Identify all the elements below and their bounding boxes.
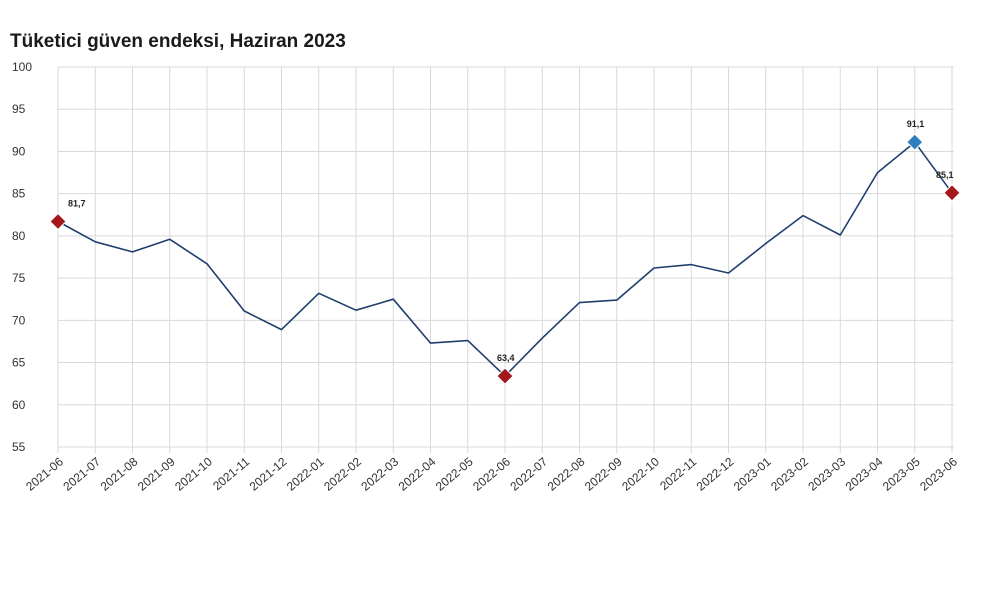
x-tick-label: 2023-06 — [917, 454, 960, 493]
diamond-marker — [496, 367, 514, 385]
diamond-marker — [49, 212, 67, 231]
x-tick-label: 2022-12 — [694, 454, 737, 493]
y-tick-label: 65 — [12, 356, 26, 370]
y-axis-ticks: 100 95 90 85 80 75 70 65 60 55 — [12, 60, 32, 454]
x-tick-label: 2023-02 — [768, 454, 811, 493]
x-tick-label: 2021-08 — [98, 454, 141, 493]
x-tick-label: 2022-02 — [321, 454, 364, 493]
x-tick-label: 2023-04 — [843, 454, 886, 493]
x-tick-label: 2021-10 — [172, 454, 215, 493]
x-tick-label: 2022-09 — [582, 454, 625, 493]
diamond-marker — [943, 184, 961, 202]
x-tick-label: 2022-03 — [358, 454, 401, 493]
y-tick-label: 60 — [12, 398, 26, 412]
y-tick-label: 90 — [12, 144, 26, 158]
data-labels: 81,7 63,4 91,1 85,1 — [68, 119, 954, 363]
x-tick-label: 2022-07 — [507, 454, 550, 493]
grid-lines — [57, 66, 954, 453]
data-label: 91,1 — [907, 119, 925, 129]
x-tick-label: 2021-06 — [23, 454, 66, 493]
x-tick-label: 2021-09 — [135, 454, 178, 493]
data-label: 81,7 — [68, 199, 86, 209]
x-tick-label: 2022-08 — [545, 454, 588, 493]
x-tick-label: 2023-01 — [731, 454, 774, 493]
x-tick-label: 2022-11 — [657, 454, 699, 493]
data-label: 85,1 — [936, 170, 954, 180]
x-tick-label: 2022-06 — [470, 454, 513, 493]
highlight-markers — [49, 133, 961, 385]
diamond-marker — [906, 133, 924, 151]
y-tick-label: 85 — [12, 187, 26, 201]
y-tick-label: 75 — [12, 271, 26, 285]
data-label: 63,4 — [497, 353, 515, 363]
x-tick-label: 2021-11 — [210, 454, 252, 493]
y-tick-label: 55 — [12, 440, 26, 454]
x-tick-label: 2022-10 — [619, 454, 662, 493]
x-tick-label: 2022-01 — [284, 454, 327, 493]
x-tick-label: 2022-05 — [433, 454, 476, 493]
x-tick-label: 2023-05 — [880, 454, 923, 493]
chart-title: Tüketici güven endeksi, Haziran 2023 — [10, 31, 346, 52]
x-tick-label: 2023-03 — [805, 454, 848, 493]
y-tick-label: 70 — [12, 313, 26, 327]
y-tick-label: 100 — [12, 60, 32, 74]
x-tick-label: 2021-12 — [247, 454, 290, 493]
y-tick-label: 95 — [12, 102, 26, 116]
x-axis-ticks: 2021-062021-072021-082021-092021-102021-… — [23, 454, 960, 493]
x-tick-label: 2022-04 — [396, 454, 439, 493]
y-tick-label: 80 — [12, 229, 26, 243]
x-tick-label: 2021-07 — [60, 454, 103, 493]
